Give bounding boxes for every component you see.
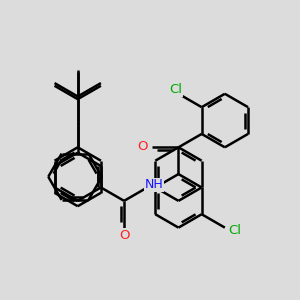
Text: NH: NH: [144, 178, 163, 191]
Text: O: O: [119, 229, 129, 242]
Text: O: O: [137, 140, 148, 153]
Text: Cl: Cl: [169, 83, 182, 96]
Text: Cl: Cl: [228, 224, 241, 237]
